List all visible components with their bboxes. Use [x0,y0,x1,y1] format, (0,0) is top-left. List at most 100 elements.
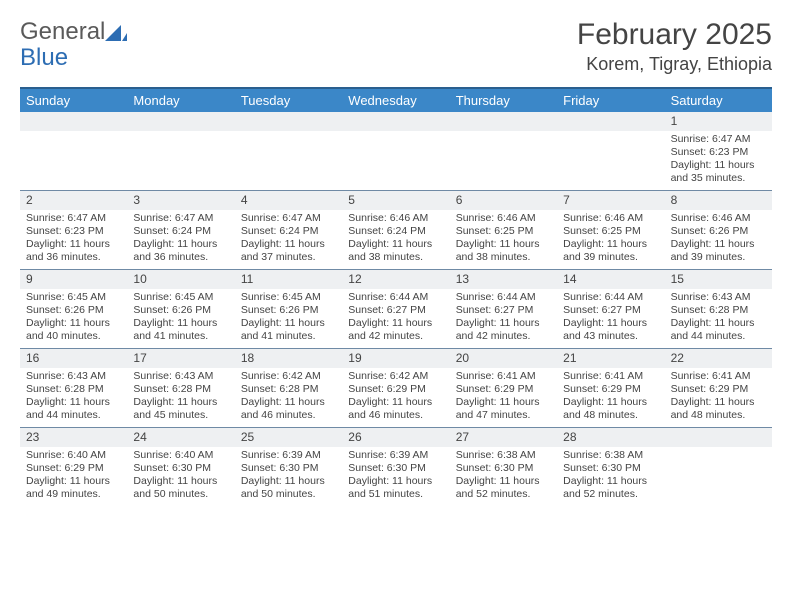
sunset-text: Sunset: 6:26 PM [133,304,228,317]
daylight-text: Daylight: 11 hours and 48 minutes. [671,396,766,422]
sunset-text: Sunset: 6:29 PM [671,383,766,396]
daylight-text: Daylight: 11 hours and 39 minutes. [563,238,658,264]
sunrise-text: Sunrise: 6:40 AM [133,449,228,462]
brand-part1: General [20,18,105,46]
day-cell: 15Sunrise: 6:43 AMSunset: 6:28 PMDayligh… [665,270,772,348]
sunrise-text: Sunrise: 6:46 AM [671,212,766,225]
sunset-text: Sunset: 6:27 PM [348,304,443,317]
daylight-text: Daylight: 11 hours and 41 minutes. [133,317,228,343]
day-info: Sunrise: 6:42 AMSunset: 6:29 PMDaylight:… [342,368,449,427]
day-info: Sunrise: 6:41 AMSunset: 6:29 PMDaylight:… [557,368,664,427]
sunset-text: Sunset: 6:29 PM [563,383,658,396]
day-number: 15 [665,270,772,289]
day-header: Tuesday [235,89,342,112]
sunrise-text: Sunrise: 6:43 AM [26,370,121,383]
daylight-text: Daylight: 11 hours and 39 minutes. [671,238,766,264]
brand-logo: General [20,18,129,46]
day-cell: 3Sunrise: 6:47 AMSunset: 6:24 PMDaylight… [127,191,234,269]
day-cell: 7Sunrise: 6:46 AMSunset: 6:25 PMDaylight… [557,191,664,269]
sunset-text: Sunset: 6:23 PM [671,146,766,159]
day-cell: 9Sunrise: 6:45 AMSunset: 6:26 PMDaylight… [20,270,127,348]
daylight-text: Daylight: 11 hours and 42 minutes. [348,317,443,343]
daylight-text: Daylight: 11 hours and 52 minutes. [456,475,551,501]
sunset-text: Sunset: 6:26 PM [241,304,336,317]
day-cell: 2Sunrise: 6:47 AMSunset: 6:23 PMDaylight… [20,191,127,269]
day-number: 13 [450,270,557,289]
day-number: 1 [665,112,772,131]
brand-sail-icon [105,23,127,48]
day-number: 27 [450,428,557,447]
week-row: 9Sunrise: 6:45 AMSunset: 6:26 PMDaylight… [20,269,772,348]
day-info: Sunrise: 6:38 AMSunset: 6:30 PMDaylight:… [557,447,664,506]
sunset-text: Sunset: 6:25 PM [563,225,658,238]
sunrise-text: Sunrise: 6:40 AM [26,449,121,462]
day-cell [20,112,127,190]
day-cell: 22Sunrise: 6:41 AMSunset: 6:29 PMDayligh… [665,349,772,427]
sunset-text: Sunset: 6:29 PM [26,462,121,475]
day-number: 11 [235,270,342,289]
daylight-text: Daylight: 11 hours and 41 minutes. [241,317,336,343]
day-cell: 21Sunrise: 6:41 AMSunset: 6:29 PMDayligh… [557,349,664,427]
day-info: Sunrise: 6:38 AMSunset: 6:30 PMDaylight:… [450,447,557,506]
day-number [127,112,234,131]
day-number [342,112,449,131]
daylight-text: Daylight: 11 hours and 48 minutes. [563,396,658,422]
day-cell [235,112,342,190]
daylight-text: Daylight: 11 hours and 49 minutes. [26,475,121,501]
day-cell: 4Sunrise: 6:47 AMSunset: 6:24 PMDaylight… [235,191,342,269]
day-number [450,112,557,131]
day-cell: 17Sunrise: 6:43 AMSunset: 6:28 PMDayligh… [127,349,234,427]
day-cell [665,428,772,506]
daylight-text: Daylight: 11 hours and 43 minutes. [563,317,658,343]
day-cell [557,112,664,190]
day-info: Sunrise: 6:47 AMSunset: 6:24 PMDaylight:… [235,210,342,269]
day-number: 8 [665,191,772,210]
sunset-text: Sunset: 6:30 PM [133,462,228,475]
day-number: 7 [557,191,664,210]
day-info: Sunrise: 6:46 AMSunset: 6:25 PMDaylight:… [557,210,664,269]
sunrise-text: Sunrise: 6:46 AM [348,212,443,225]
week-row: 1Sunrise: 6:47 AMSunset: 6:23 PMDaylight… [20,112,772,190]
day-info: Sunrise: 6:44 AMSunset: 6:27 PMDaylight:… [450,289,557,348]
sunrise-text: Sunrise: 6:45 AM [241,291,336,304]
sunrise-text: Sunrise: 6:44 AM [456,291,551,304]
daylight-text: Daylight: 11 hours and 40 minutes. [26,317,121,343]
day-cell: 14Sunrise: 6:44 AMSunset: 6:27 PMDayligh… [557,270,664,348]
daylight-text: Daylight: 11 hours and 44 minutes. [26,396,121,422]
day-info: Sunrise: 6:45 AMSunset: 6:26 PMDaylight:… [127,289,234,348]
day-cell: 18Sunrise: 6:42 AMSunset: 6:28 PMDayligh… [235,349,342,427]
day-number: 24 [127,428,234,447]
week-row: 16Sunrise: 6:43 AMSunset: 6:28 PMDayligh… [20,348,772,427]
sunrise-text: Sunrise: 6:41 AM [671,370,766,383]
sunrise-text: Sunrise: 6:38 AM [456,449,551,462]
day-info: Sunrise: 6:39 AMSunset: 6:30 PMDaylight:… [342,447,449,506]
month-title: February 2025 [577,18,772,52]
day-header: Sunday [20,89,127,112]
daylight-text: Daylight: 11 hours and 36 minutes. [133,238,228,264]
day-cell [342,112,449,190]
day-info: Sunrise: 6:40 AMSunset: 6:30 PMDaylight:… [127,447,234,506]
sunset-text: Sunset: 6:24 PM [241,225,336,238]
day-number [20,112,127,131]
day-info: Sunrise: 6:41 AMSunset: 6:29 PMDaylight:… [665,368,772,427]
sunrise-text: Sunrise: 6:41 AM [456,370,551,383]
day-cell: 24Sunrise: 6:40 AMSunset: 6:30 PMDayligh… [127,428,234,506]
day-cell: 10Sunrise: 6:45 AMSunset: 6:26 PMDayligh… [127,270,234,348]
weeks-container: 1Sunrise: 6:47 AMSunset: 6:23 PMDaylight… [20,112,772,506]
day-number: 2 [20,191,127,210]
sunrise-text: Sunrise: 6:47 AM [26,212,121,225]
daylight-text: Daylight: 11 hours and 46 minutes. [241,396,336,422]
daylight-text: Daylight: 11 hours and 44 minutes. [671,317,766,343]
day-number: 17 [127,349,234,368]
day-info: Sunrise: 6:47 AMSunset: 6:23 PMDaylight:… [665,131,772,190]
sunset-text: Sunset: 6:27 PM [456,304,551,317]
day-number: 26 [342,428,449,447]
day-number: 25 [235,428,342,447]
sunset-text: Sunset: 6:30 PM [563,462,658,475]
sunset-text: Sunset: 6:24 PM [133,225,228,238]
day-header-row: SundayMondayTuesdayWednesdayThursdayFrid… [20,87,772,112]
daylight-text: Daylight: 11 hours and 47 minutes. [456,396,551,422]
day-number: 21 [557,349,664,368]
sunrise-text: Sunrise: 6:39 AM [348,449,443,462]
day-cell [450,112,557,190]
